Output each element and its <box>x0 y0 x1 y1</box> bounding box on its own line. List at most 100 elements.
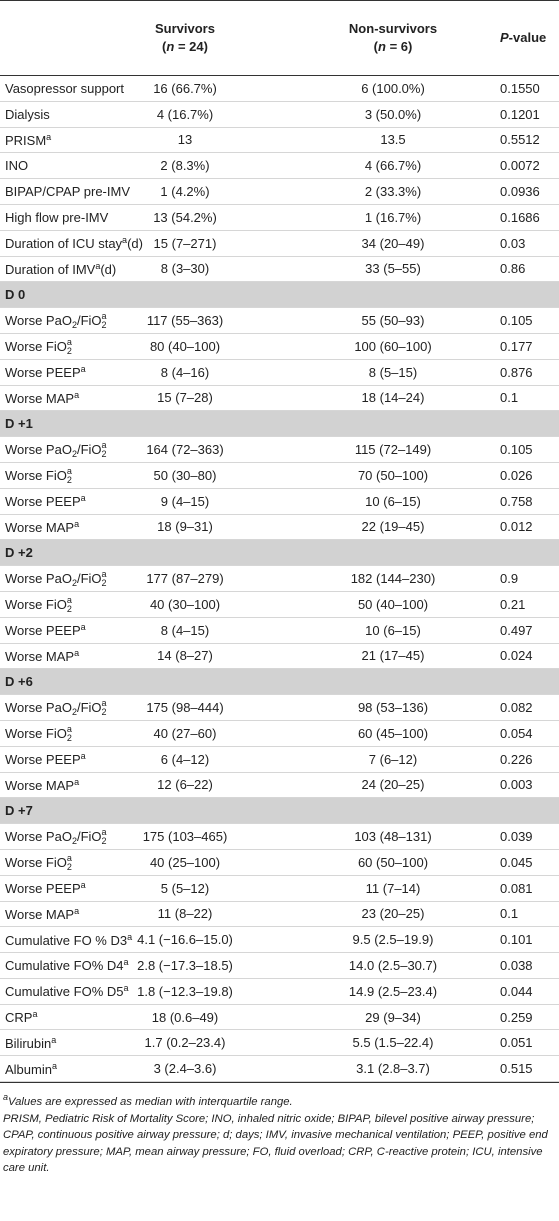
cell: 0.105 <box>497 307 559 334</box>
table-row: Worse PEEPa 9 (4–15) 10 (6–15) 0.758 <box>0 488 559 515</box>
text-segment: Worse MAP <box>5 648 75 664</box>
text-segment: a <box>74 518 80 529</box>
cell: 0.1 <box>497 901 559 928</box>
cell: 40 (30–100) <box>125 591 245 618</box>
cell: 0.105 <box>497 436 559 463</box>
cell: 60 (45–100) <box>245 720 497 747</box>
cell: 115 (72–149) <box>245 436 497 463</box>
text-segment: a <box>80 622 86 633</box>
text-segment: a <box>101 569 107 580</box>
cell: 14.0 (2.5–30.7) <box>245 952 497 979</box>
cell: 0.082 <box>497 694 559 721</box>
text-segment: a <box>101 440 107 451</box>
cell: 0.012 <box>497 514 559 541</box>
table-row: Worse MAPa 14 (8–27) 21 (17–45) 0.024 <box>0 643 559 670</box>
cell: 15 (7–28) <box>125 385 245 412</box>
cell: 0.5512 <box>497 127 559 154</box>
cell: 0.003 <box>497 772 559 799</box>
text-segment: (d) <box>100 261 117 277</box>
section-row: D +7 <box>0 797 559 825</box>
text-segment: Worse PaO <box>5 700 72 716</box>
text-segment: Values are expressed as median with inte… <box>8 1096 293 1109</box>
row-label: Worse FiO2a <box>0 462 125 489</box>
table-row: Worse PaO2/FiO2a 164 (72–363) 115 (72–149)… <box>0 436 559 463</box>
row-label: Worse PaO2/FiO2a <box>0 565 125 592</box>
cell: 10 (6–15) <box>245 488 497 515</box>
text-segment: P <box>500 30 509 45</box>
cell: 8 (4–15) <box>125 617 245 644</box>
cell: 1.8 (−12.3–19.8) <box>125 978 245 1005</box>
section-label: D +2 <box>0 539 559 567</box>
cell: 29 (9–34) <box>245 1004 497 1031</box>
cell: 0.03 <box>497 230 559 257</box>
row-label: Worse MAPa <box>0 643 125 670</box>
cell: 9 (4–15) <box>125 488 245 515</box>
cell: 0.081 <box>497 875 559 902</box>
text-segment: a <box>80 880 86 891</box>
row-label: Cumulative FO% D4a <box>0 952 129 979</box>
cell: 4.1 (−16.6–15.0) <box>125 926 245 954</box>
text-segment: Worse MAP <box>5 390 75 406</box>
cell: 13.5 <box>245 127 497 154</box>
text-segment: 2 <box>71 836 77 846</box>
text-segment: 2 <box>71 707 77 718</box>
text-segment: Worse MAP <box>5 519 75 535</box>
header-cell: P-value <box>497 0 559 76</box>
text-segment: Worse PEEP <box>5 494 81 510</box>
cell: 50 (30–80) <box>125 462 245 489</box>
row-label: Worse PaO2/FiO2a <box>0 307 125 334</box>
footnote: aValues are expressed as median with int… <box>3 1089 556 1111</box>
row-label: Bilirubina <box>0 1029 125 1057</box>
text-segment: a <box>101 698 107 709</box>
text-segment: Survivors <box>155 21 215 36</box>
text-segment: Duration of ICU stay <box>5 236 123 252</box>
text-segment: Worse PEEP <box>5 752 81 768</box>
text-segment: n <box>166 39 175 54</box>
row-label: Worse MAPa <box>0 385 125 412</box>
row-label: Vasopressor support <box>0 75 125 102</box>
text-segment: Cumulative FO% D4 <box>5 958 124 974</box>
text-segment: a <box>101 827 107 837</box>
cell: 1 (16.7%) <box>245 204 497 231</box>
table-row: INO 2 (8.3%) 4 (66.7%) 0.0072 <box>0 152 559 180</box>
cell: 0.039 <box>497 823 559 850</box>
data-table: Survivors (n = 24) Non-survivors (n = 6) P-v… <box>0 0 559 1083</box>
text-segment: 2 <box>66 603 72 614</box>
cell: 80 (40–100) <box>125 333 245 360</box>
row-label: Worse PEEPa <box>0 359 125 386</box>
table-row: Worse MAPa 12 (6–22) 24 (20–25) 0.003 <box>0 772 559 799</box>
cell: 0.758 <box>497 488 559 515</box>
section-row: D +2 <box>0 539 559 567</box>
cell: 18 (14–24) <box>245 385 497 412</box>
text-segment: a <box>123 957 129 968</box>
cell: 182 (144–230) <box>245 565 497 592</box>
cell: 0.515 <box>497 1055 559 1083</box>
text-segment: INO <box>5 158 29 174</box>
row-label: Worse PaO2/FiO2a <box>0 436 125 463</box>
text-segment: 2 <box>71 578 77 589</box>
cell: 60 (50–100) <box>245 849 497 876</box>
cell: 9.5 (2.5–19.9) <box>245 926 497 954</box>
table-row: Worse PaO2/FiO2a 175 (98–444) 98 (53–136) 0… <box>0 694 559 721</box>
table-row: Worse PEEPa 6 (4–12) 7 (6–12) 0.226 <box>0 746 559 773</box>
row-label: Worse MAPa <box>0 772 125 799</box>
cell: 0.1201 <box>497 101 559 128</box>
cell: 33 (5–55) <box>245 256 497 283</box>
text-segment: a <box>66 723 72 734</box>
section-row: D +1 <box>0 410 559 438</box>
text-segment: /FiO <box>76 442 102 458</box>
text-segment: -value <box>508 30 547 45</box>
cell: 12 (6–22) <box>125 772 245 799</box>
text-segment: /FiO <box>76 571 102 587</box>
cell: 0.1 <box>497 385 559 412</box>
text-segment: 2 <box>101 578 107 589</box>
text-segment: a <box>123 983 129 994</box>
cell: 117 (55–363) <box>125 307 245 334</box>
text-segment: 2 <box>66 474 72 485</box>
cell: 3.1 (2.8–3.7) <box>245 1055 497 1083</box>
text-segment: (d) <box>127 236 143 252</box>
cell: 6 (100.0%) <box>245 75 497 102</box>
text-segment: 2 <box>66 861 72 872</box>
cell: 6 (4–12) <box>125 746 245 773</box>
